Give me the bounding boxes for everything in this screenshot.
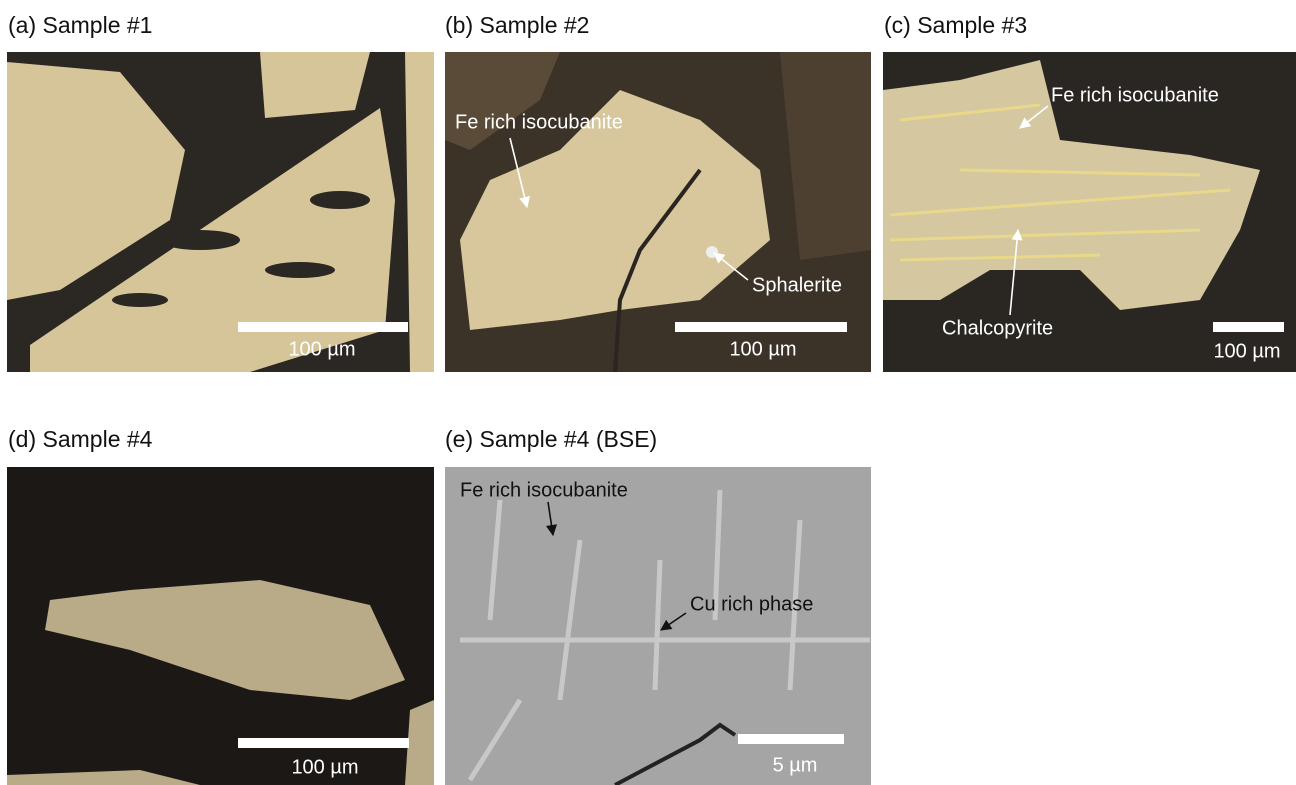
panel-title: (a) Sample #1 xyxy=(8,12,152,38)
figure: (a) Sample #1 100 µm (b) Sample #2 100 µm Fe… xyxy=(0,0,1296,785)
panel-title: (e) Sample #4 (BSE) xyxy=(445,426,657,452)
annotation: Chalcopyrite xyxy=(942,317,1053,339)
panel-title: (b) Sample #2 xyxy=(445,12,589,38)
annotation: Cu rich phase xyxy=(690,593,813,615)
annotation: Fe rich isocubanite xyxy=(460,479,628,501)
annotation: Sphalerite xyxy=(752,274,842,296)
scale-bar-label: 100 µm xyxy=(1213,340,1280,362)
panel-title: (d) Sample #4 xyxy=(8,426,153,452)
annotation: Fe rich isocubanite xyxy=(1051,84,1219,106)
scale-bar-label: 100 µm xyxy=(291,756,358,778)
annotation: Fe rich isocubanite xyxy=(455,111,623,133)
scale-bar-label: 100 µm xyxy=(729,338,796,360)
scale-bar-label: 100 µm xyxy=(288,338,355,360)
scale-bar-label: 5 µm xyxy=(773,754,818,776)
panel-title: (c) Sample #3 xyxy=(884,12,1027,38)
micrograph-d xyxy=(7,467,434,785)
